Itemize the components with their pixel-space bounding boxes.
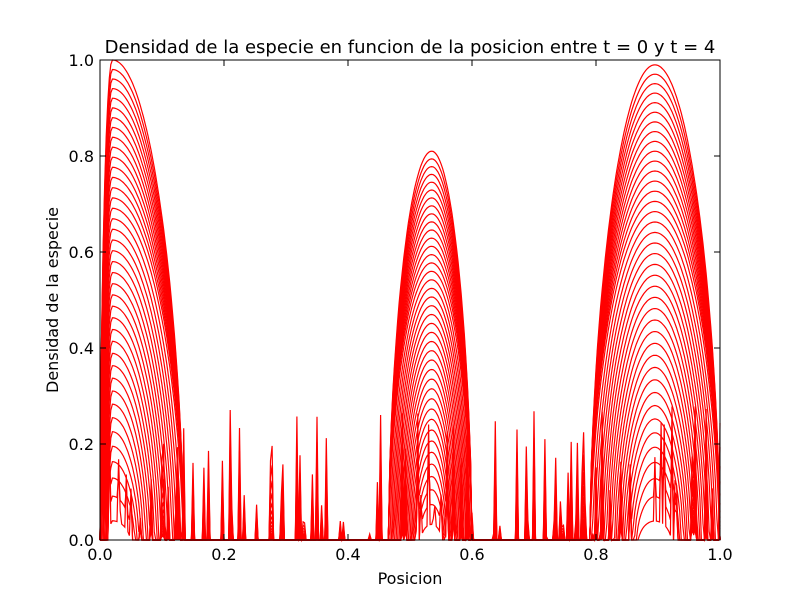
y-tick-label: 0.2	[69, 435, 94, 454]
y-axis: 0.0 0.2 0.4 0.6 0.8 1.0	[69, 51, 720, 550]
y-tick-label: 1.0	[69, 51, 94, 70]
y-axis-label: Densidad de la especie	[43, 207, 62, 393]
x-tick-label: 0.6	[459, 545, 484, 564]
y-tick-label: 0.0	[69, 531, 94, 550]
y-tick-label: 0.6	[69, 243, 94, 262]
x-axis: 0.0 0.2 0.4 0.6 0.8 1.0	[87, 60, 733, 564]
y-tick-label: 0.4	[69, 339, 94, 358]
x-tick-label: 0.4	[335, 545, 360, 564]
x-tick-label: 0.8	[583, 545, 608, 564]
x-axis-label: Posicion	[378, 569, 443, 588]
chart-title: Densidad de la especie en funcion de la …	[105, 37, 716, 58]
y-tick-label: 0.8	[69, 147, 94, 166]
x-tick-label: 1.0	[707, 545, 732, 564]
plot-frame	[99, 59, 721, 541]
x-tick-label: 0.2	[211, 545, 236, 564]
x-tick-label: 0.0	[87, 545, 112, 564]
